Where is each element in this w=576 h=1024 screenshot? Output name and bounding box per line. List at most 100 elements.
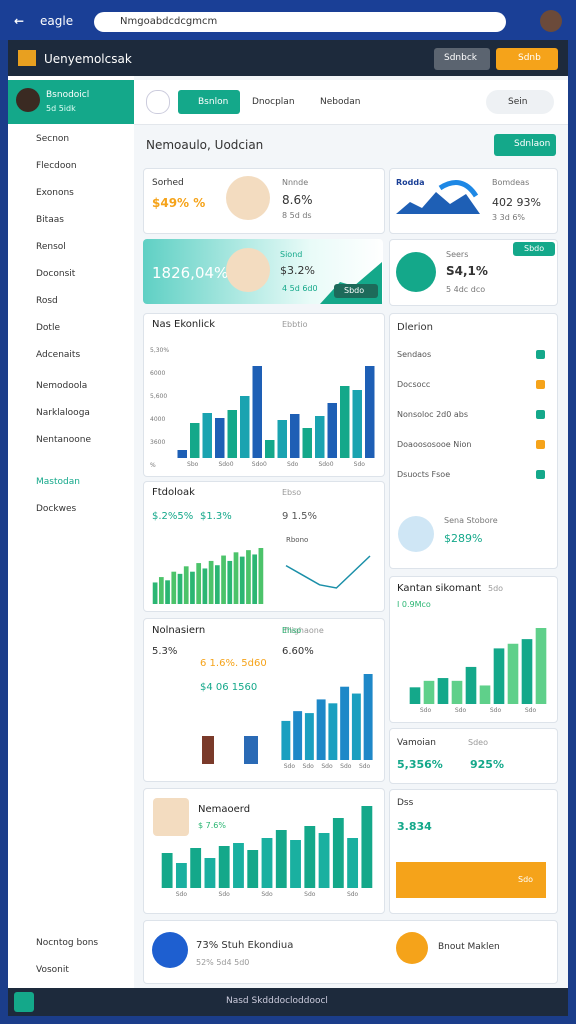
card-value: 925% [470,758,504,771]
chart-stat: 6 1.6%. 5d60 [200,658,267,669]
line [285,555,371,589]
bar [202,413,212,458]
bar [190,848,202,888]
card-label: Sorhed [152,178,184,188]
card-label: Rodda [396,178,425,187]
list-title: Dlerion [397,322,433,333]
list-item[interactable]: Dsuocts Fsoe [397,470,451,479]
bar [252,554,258,604]
card-value: $49% % [152,196,206,210]
sidebar-footer-item[interactable]: Nocntog bons [36,938,99,948]
menu-item[interactable]: Bitaas [36,215,64,225]
footer [8,988,568,1016]
bar [327,403,337,458]
x-label: Sdo [455,707,467,714]
list-item[interactable]: Docsocc [397,380,431,389]
bar [409,687,421,704]
menu-item[interactable]: Dockwes [36,504,77,514]
axis-label: 6000 [150,370,165,377]
menu-item[interactable]: Adcenaits [36,350,81,360]
x-label: Sdo0 [252,461,267,468]
x-label: Sdo [261,891,273,898]
status-icon [536,410,545,419]
bar [479,685,491,704]
card-value: S4,1% [446,264,488,278]
axis-label: 3600 [150,439,165,446]
axis-label: % [150,462,156,469]
tab[interactable]: Nebodan [320,97,361,107]
bar [316,699,326,760]
sidebar-footer-item[interactable]: Vosonit [36,965,69,975]
header-button[interactable] [496,48,558,70]
avatar[interactable] [540,10,562,32]
menu-item[interactable]: Rensol [36,242,66,252]
bar [328,703,338,760]
menu-item[interactable]: Doconsit [36,269,76,279]
menu-item[interactable]: Rosd [36,296,58,306]
list-item[interactable]: Doaoososooe Nion [397,440,472,449]
list-item[interactable]: Nonsoloc 2d0 abs [397,410,469,419]
badge-label: Sbdo [524,244,545,253]
bar [190,423,200,458]
menu-item[interactable]: Flecdoon [36,161,77,171]
bar [252,366,262,458]
summary-sub: 52% 5d4 5d0 [196,958,250,967]
bar [177,450,187,458]
illustration [244,736,258,764]
card-tag: Sdeo [468,738,488,747]
menu-item[interactable]: Dotle [36,323,61,333]
active-item[interactable]: Mastodan [36,477,80,487]
card-label: Seers [446,250,469,259]
chart-sub: Ebso [282,488,301,497]
search[interactable] [486,90,554,114]
tab[interactable]: Dnocplan [252,97,295,107]
x-label: Sdo [176,891,188,898]
menu-item[interactable]: Narklalooga [36,408,90,418]
chart-sub: I 0.9Mco [397,600,431,609]
status-icon [536,350,545,359]
menu-item[interactable]: Nentanoone [36,435,91,445]
bar [340,686,350,760]
footer-button[interactable] [14,992,34,1012]
bar [240,396,250,458]
axis-label: 5,30% [150,347,169,354]
x-label: Sdo [304,891,316,898]
card-label: Vamoian [397,738,436,748]
bar [521,639,533,704]
x-label: Sdo0 [218,461,233,468]
bar [218,846,230,888]
card-sub: 8 5d ds [282,211,312,220]
profile-value: $289% [444,532,483,545]
bar [221,555,226,604]
bar [171,571,177,604]
progress-bar [396,862,546,898]
header-button[interactable] [434,48,490,70]
x-label: Sdo [359,763,371,770]
bar [202,568,208,604]
menu-item[interactable]: Nemodoola [36,381,88,391]
bar [277,420,287,458]
x-label: Sdo [284,763,296,770]
bar [352,390,362,458]
x-label: Sdo [420,707,432,714]
status-icon [536,380,545,389]
menu-item[interactable]: Exonons [36,188,74,198]
action-label: Sdnlaon [514,139,551,149]
url-bar[interactable] [94,12,506,32]
bar [290,414,300,458]
bar [175,863,187,888]
bar [215,418,225,458]
menu-item[interactable]: Secnon [36,134,70,144]
axis-label: 4000 [150,416,165,423]
back-button[interactable]: ← [14,14,25,28]
x-label: Sdo [287,461,299,468]
home-icon[interactable] [146,90,170,114]
list-item[interactable]: Sendaos [397,350,432,359]
bar [290,840,301,888]
card-value: 1826,04% [152,264,229,282]
x-label: Sdo [347,891,359,898]
chart-sub: Ifilighaone [282,626,324,635]
action-button[interactable] [494,134,556,156]
tab-active[interactable] [178,90,240,114]
